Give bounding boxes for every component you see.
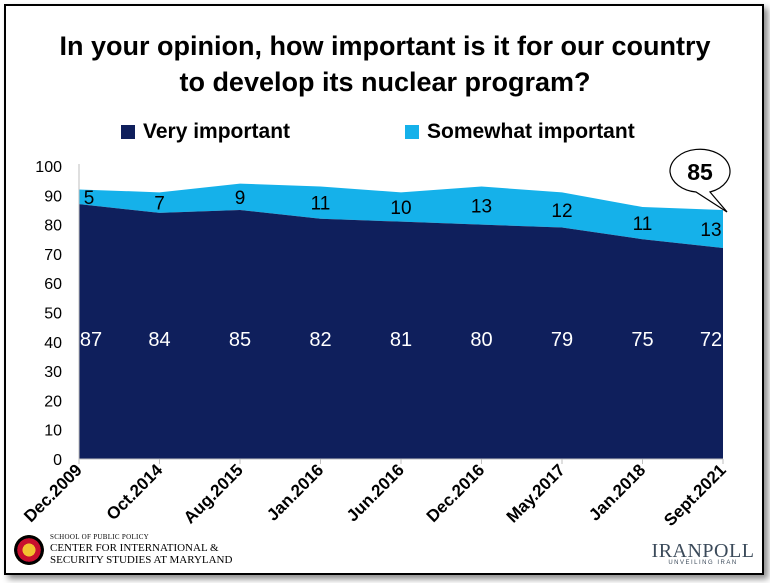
data-label-somewhat-important: 5 [84,188,95,209]
umd-center-line-1: CENTER FOR INTERNATIONAL & [50,542,219,554]
data-label-very-important: 87 [80,329,102,351]
x-tick-label: Dec.2016 [423,460,489,526]
y-tick-label: 10 [44,423,62,440]
data-label-very-important: 82 [309,329,331,351]
y-tick-label: 40 [44,335,62,352]
umd-school-label: SCHOOL OF PUBLIC POLICY [50,533,150,541]
y-tick-label: 60 [44,276,62,293]
data-label-somewhat-important: 12 [551,201,572,222]
data-label-somewhat-important: 11 [633,214,653,235]
y-tick-label: 0 [53,452,62,469]
data-label-very-important: 85 [229,329,251,351]
iranpoll-tagline: UNVEILING IRAN [668,560,738,566]
umd-cissm-logo: SCHOOL OF PUBLIC POLICY CENTER FOR INTER… [14,533,244,573]
iranpoll-logo: IRANPOLL UNVEILING IRAN [648,540,758,570]
callout-total-label: 85 [687,159,713,185]
data-label-very-important: 84 [148,329,170,351]
title-line-2: to develop its nuclear program? [179,67,591,97]
data-label-somewhat-important: 10 [390,198,411,219]
legend: Very important Somewhat important [0,120,770,150]
area-somewhat-important [79,183,723,249]
data-label-very-important: 80 [470,329,492,351]
x-tick-label: Oct.2014 [103,460,167,524]
data-label-very-important: 75 [631,329,653,351]
x-tick-label: Dec.2009 [20,460,86,526]
legend-item-somewhat-important: Somewhat important [405,120,635,144]
y-tick-label: 20 [44,393,62,410]
y-tick-label: 30 [44,364,62,381]
x-tick-label: Jan.2016 [263,460,327,524]
y-tick-label: 100 [35,159,62,176]
y-tick-label: 70 [44,247,62,264]
x-tick-label: Sept.2021 [660,460,730,530]
callout-bubble [669,148,731,213]
y-tick-label: 80 [44,218,62,235]
umd-center-line-2: SECURITY STUDIES AT MARYLAND [50,554,233,566]
x-tick-label: Aug.2015 [180,460,247,527]
x-tick-label: Jan.2018 [585,460,649,524]
legend-item-very-important: Very important [121,120,290,144]
x-tick-label: May.2017 [503,460,569,526]
title-line-1: In your opinion, how important is it for… [59,31,711,61]
chart-title: In your opinion, how important is it for… [40,28,730,100]
iranpoll-name: IRANPOLL [651,540,755,562]
legend-label-very-important: Very important [143,120,291,143]
x-tick-label: Jun.2016 [343,460,408,525]
data-label-somewhat-important: 13 [471,197,492,218]
y-tick-label: 50 [44,306,62,323]
legend-label-somewhat-important: Somewhat important [427,120,635,143]
data-label-very-important: 72 [700,329,722,351]
y-tick-label: 90 [44,188,62,205]
data-label-somewhat-important: 7 [154,194,165,215]
legend-swatch-very-important [121,125,135,139]
data-label-very-important: 79 [551,329,573,351]
legend-swatch-somewhat-important [405,125,419,139]
data-label-very-important: 81 [390,329,412,351]
area-very-important [79,204,723,459]
data-label-somewhat-important: 9 [235,188,246,209]
maryland-seal-icon [14,535,44,565]
data-label-somewhat-important: 13 [700,220,721,241]
data-label-somewhat-important: 11 [311,194,331,215]
